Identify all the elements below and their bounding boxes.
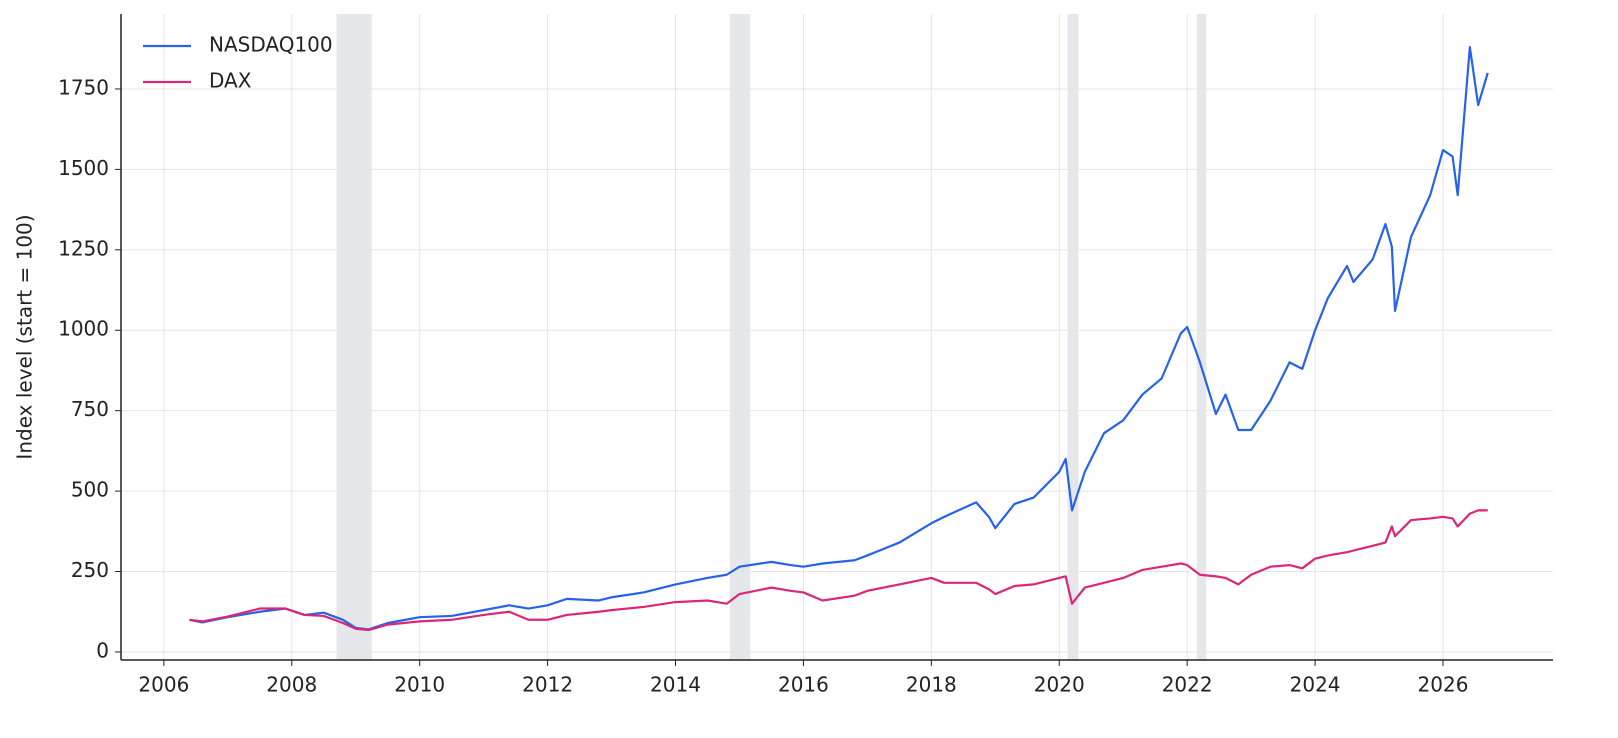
y-tick-label: 1000: [58, 317, 109, 341]
shaded-span: [1196, 14, 1207, 660]
legend-label: NASDAQ100: [209, 33, 333, 57]
series-line: [189, 509, 1488, 632]
y-tick-label: 1500: [58, 156, 109, 180]
x-tick-label: 2008: [266, 673, 317, 697]
y-tick-label: 1750: [58, 75, 109, 99]
x-tick-label: 2018: [906, 673, 957, 697]
shaded-span: [729, 14, 751, 660]
x-tick-label: 2010: [394, 673, 445, 697]
y-tick-label: 250: [71, 558, 109, 582]
y-tick-label: 500: [71, 478, 109, 502]
y-tick-label: 1250: [58, 236, 109, 260]
legend-label: DAX: [209, 69, 252, 93]
x-tick-label: 2012: [522, 673, 573, 697]
x-tick-label: 2024: [1290, 673, 1341, 697]
shaded-span: [336, 14, 372, 660]
x-tick-label: 2020: [1034, 673, 1085, 697]
y-tick-label: 750: [71, 397, 109, 421]
y-tick-label: 0: [96, 638, 109, 662]
y-axis-label: Index level (start = 100): [13, 214, 37, 459]
x-tick-label: 2016: [778, 673, 829, 697]
shaded-span: [1067, 14, 1079, 660]
x-tick-label: 2014: [650, 673, 701, 697]
x-tick-label: 2022: [1162, 673, 1213, 697]
series-line: [189, 46, 1489, 631]
x-tick-label: 2006: [138, 673, 189, 697]
x-tick-label: 2026: [1418, 673, 1469, 697]
